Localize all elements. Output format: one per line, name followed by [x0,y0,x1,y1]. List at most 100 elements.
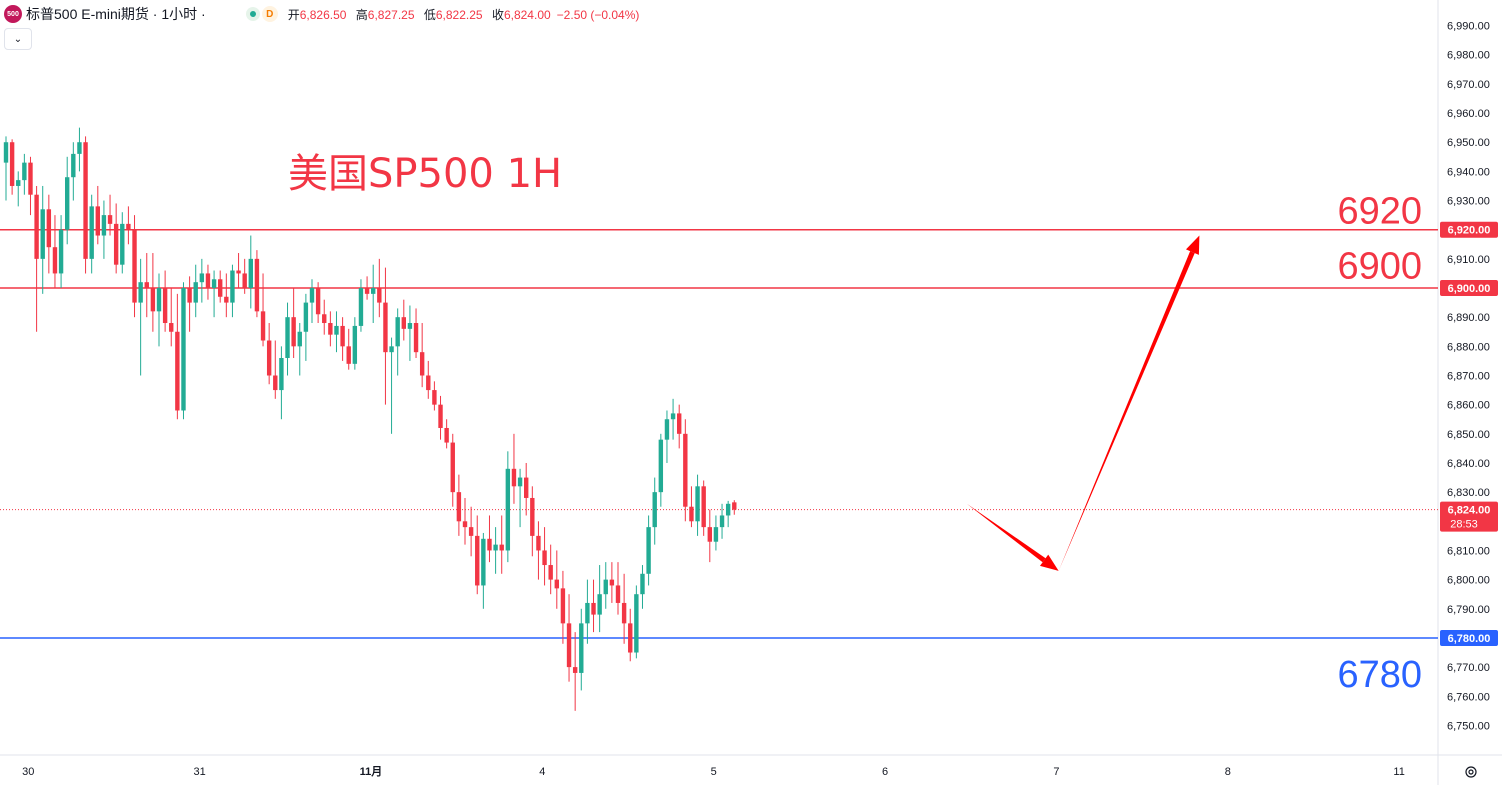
candle-body [377,288,382,303]
down-candle [144,253,149,318]
x-tick-label: 6 [882,766,888,778]
down-candle [609,562,615,603]
candle-body [156,288,162,312]
candle-body [28,162,33,195]
up-candle [71,142,76,201]
up-candle [640,565,645,609]
up-candle [664,410,670,463]
down-candle [205,264,211,300]
candle-body [432,390,437,405]
candle-body [285,317,290,359]
down-candle [150,253,156,332]
chart-settings-button[interactable] [1461,762,1481,782]
candle-body [107,215,113,224]
level-label-6900: 6900 [1337,246,1422,288]
up-candle [597,565,602,633]
candle-body [266,340,272,376]
level-price-badge [1440,629,1498,646]
up-candle [334,311,339,353]
down-candle [413,308,419,359]
symbol-header: 500 标普500 E-mini期货 · 1小时 · D 开6,826.50 高… [4,4,645,24]
candle-body [505,468,511,551]
y-tick-label: 6,800.00 [1447,575,1490,587]
up-candle [352,317,358,370]
x-tick-label: 11 [1393,766,1404,778]
up-candle [585,579,590,644]
level-price-label: 6,780.00 [1448,633,1491,645]
candle-body [58,229,64,274]
collapse-legend-button[interactable]: ⌄ [4,28,32,50]
arrow-head [1039,554,1059,571]
down-candle [322,299,327,335]
candle-body [438,404,443,428]
candle-body [713,527,719,542]
level-label-6780: 6780 [1337,654,1422,696]
up-candle [493,527,498,574]
level-price-badge [1440,221,1498,238]
candle-body [517,477,523,487]
y-tick-label: 6,960.00 [1447,108,1490,120]
y-tick-label: 6,860.00 [1447,400,1490,412]
down-candle [542,527,547,586]
down-candle [254,250,260,318]
low-label: 低 [423,7,436,22]
candle-body [132,229,137,303]
open-label: 开 [287,7,300,22]
candle-body [591,602,596,615]
down-candle [683,419,688,522]
candle-body [52,247,58,274]
up-candle [199,258,205,303]
y-tick-label: 6,950.00 [1447,137,1490,149]
y-tick-label: 6,830.00 [1447,487,1490,499]
down-candle [242,258,247,294]
candle-body [603,579,608,595]
candle-body [732,502,737,510]
down-candle [107,194,113,236]
up-candle [652,477,657,545]
up-candle [603,562,608,609]
up-candle [505,451,511,563]
candle-body [346,346,351,364]
down-candle [560,570,566,644]
up-candle [58,215,64,289]
down-candle [401,299,406,341]
up-candle [517,468,523,528]
candle-body [426,375,431,391]
y-tick-label: 6,870.00 [1447,371,1490,383]
down-candle [113,203,119,274]
down-candle [732,500,737,515]
candle-body [193,282,198,303]
up-candle [670,398,676,440]
candle-body [340,325,345,347]
arrow-shaft [966,503,1046,563]
candle-body [328,323,333,335]
candle-body [291,317,296,347]
x-tick-label: 31 [193,766,205,778]
up-candle [395,308,400,376]
candle-body [273,375,278,391]
up-candle [481,532,486,609]
up-candle [211,270,217,318]
delayed-data-icon[interactable]: D [261,6,278,22]
down-candle [419,323,425,388]
symbol-title[interactable]: 标普500 E-mini期货 · 1小时 · [26,6,206,22]
y-tick-label: 6,760.00 [1447,691,1490,703]
down-candle [95,185,100,245]
candle-body [707,527,712,542]
down-candle [273,340,278,399]
up-candle [695,474,700,536]
candle-body [475,535,480,586]
candle-body [95,206,100,236]
candle-body [401,317,406,329]
up-candle [181,282,186,420]
y-tick-label: 6,840.00 [1447,458,1490,470]
down-candle [218,270,223,303]
y-tick-label: 6,850.00 [1447,429,1490,441]
candle-body [725,503,731,516]
up-candle [303,293,309,361]
candle-body [585,602,590,624]
candle-body [493,544,498,551]
y-tick-label: 6,880.00 [1447,341,1490,353]
